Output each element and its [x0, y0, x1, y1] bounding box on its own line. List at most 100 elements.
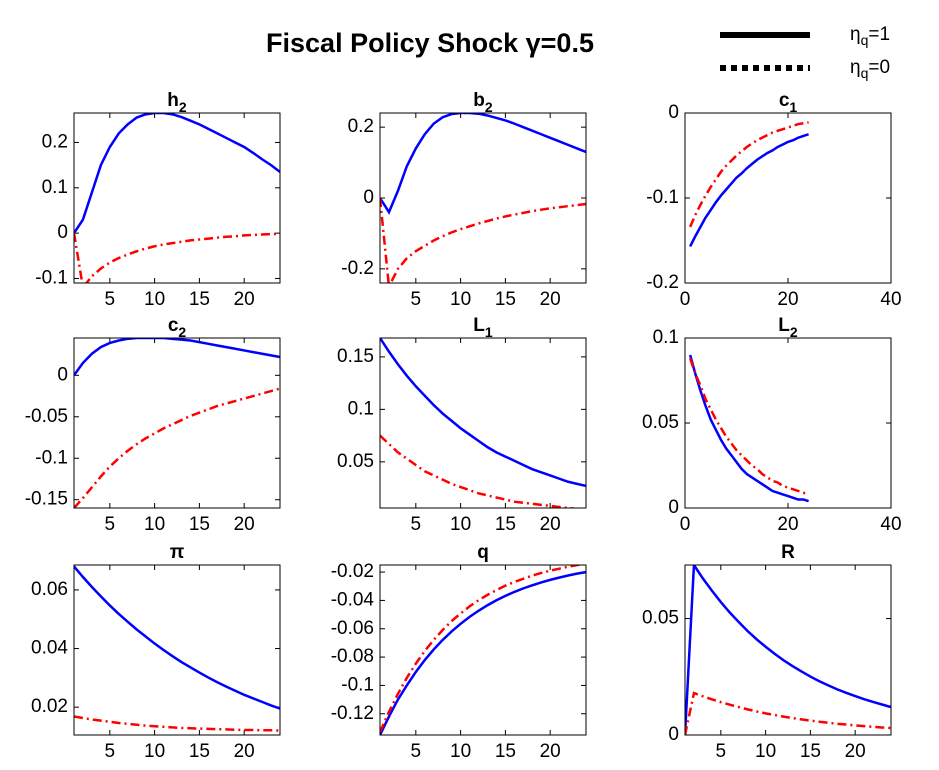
x-tick-label: 15 — [495, 289, 516, 310]
y-tick-label: 0 — [668, 724, 679, 745]
panel-title: L2 — [778, 315, 798, 340]
x-tick-label: 10 — [450, 289, 471, 310]
axes-box — [379, 564, 587, 736]
x-tick-label: 10 — [450, 741, 471, 762]
y-tick-label: 0.2 — [42, 131, 68, 152]
panel-title: L1 — [473, 315, 493, 340]
x-tick-label: 5 — [411, 741, 422, 762]
title-text: π — [170, 542, 185, 563]
series-line — [380, 565, 586, 733]
series-line — [74, 232, 280, 283]
panel: R 0 0.05 5 10 15 20 — [642, 542, 892, 762]
x-tick-label: 20 — [540, 514, 561, 535]
series-line — [74, 387, 280, 508]
title-text: R — [781, 542, 795, 563]
legend-suffix: =0 — [868, 57, 890, 78]
title-text: c — [168, 315, 179, 336]
title-text: b — [473, 90, 485, 111]
x-tick-label: 10 — [144, 741, 165, 762]
x-tick-label: 20 — [845, 741, 866, 762]
series-line — [74, 565, 280, 710]
x-tick-label: 15 — [800, 741, 821, 762]
x-tick-label: 40 — [880, 514, 901, 535]
title-subscript: 1 — [485, 324, 493, 340]
y-tick-label: -0.1 — [341, 674, 374, 695]
x-tick-label: 20 — [540, 741, 561, 762]
y-tick-label: -0.06 — [331, 618, 374, 639]
panel-title: h2 — [167, 90, 187, 115]
x-tick-label: 20 — [234, 289, 255, 310]
series-line — [685, 691, 891, 735]
legend-label: ηq=0 — [850, 57, 890, 81]
y-tick-label: 0.05 — [642, 412, 679, 433]
series-line — [74, 338, 280, 377]
y-tick-label: 0 — [668, 497, 679, 518]
x-tick-label: 0 — [680, 514, 691, 535]
series-line — [380, 434, 586, 508]
y-tick-label: 0.1 — [348, 398, 374, 419]
panel: h2 -0.1 0 0.1 0.2 5 10 15 20 — [35, 90, 281, 310]
title-text: c — [779, 90, 790, 111]
y-tick-label: 0.02 — [31, 696, 68, 717]
x-tick-label: 0 — [680, 289, 691, 310]
y-tick-label: -0.08 — [331, 646, 374, 667]
y-tick-label: 0.15 — [337, 346, 374, 367]
title-subscript: 2 — [178, 324, 186, 340]
x-tick-label: 10 — [755, 741, 776, 762]
x-tick-label: 15 — [495, 514, 516, 535]
panel: π 0.02 0.04 0.06 5 10 15 20 — [31, 542, 281, 762]
y-tick-label: 0.04 — [31, 638, 68, 659]
y-tick-label: 0.1 — [42, 177, 68, 198]
y-tick-label: 0.05 — [337, 451, 374, 472]
series-line — [380, 197, 586, 283]
legend-subscript: q — [861, 32, 869, 48]
y-tick-label: 0 — [668, 102, 679, 123]
axes-box — [684, 564, 892, 736]
series-line — [380, 570, 586, 735]
figure-title: Fiscal Policy Shock γ=0.5 — [266, 28, 594, 58]
panel-title: R — [781, 542, 795, 563]
x-tick-label: 5 — [105, 741, 116, 762]
panel: q -0.12 -0.1 -0.08 -0.06 -0.04 -0.02 5 10 15 20 — [331, 542, 587, 762]
x-tick-label: 20 — [777, 514, 798, 535]
y-tick-label: 0.05 — [642, 608, 679, 629]
y-tick-label: -0.02 — [331, 561, 374, 582]
x-tick-label: 20 — [540, 289, 561, 310]
y-tick-label: -0.2 — [646, 272, 679, 293]
y-tick-label: 0 — [57, 364, 68, 385]
axes-box — [379, 112, 587, 284]
legend-label: ηq=1 — [850, 24, 890, 48]
series-line — [74, 715, 280, 732]
y-tick-label: -0.15 — [25, 489, 68, 510]
y-tick-label: -0.04 — [331, 589, 375, 610]
title-text: L — [473, 315, 485, 336]
series-line — [380, 338, 586, 488]
y-tick-label: -0.1 — [646, 187, 679, 208]
panel-title: c1 — [779, 90, 798, 115]
panel-title: b2 — [473, 90, 493, 115]
x-tick-label: 15 — [189, 741, 210, 762]
axes-box — [684, 112, 892, 284]
panel: L1 0.05 0.1 0.15 5 10 15 20 — [337, 315, 587, 535]
x-tick-label: 15 — [495, 741, 516, 762]
panel: c1 -0.2 -0.1 0 0 20 40 — [646, 90, 901, 310]
legend-suffix: =1 — [868, 24, 890, 45]
series-line — [74, 113, 280, 234]
x-tick-label: 5 — [411, 514, 422, 535]
x-tick-label: 15 — [189, 514, 210, 535]
x-tick-label: 20 — [234, 741, 255, 762]
title-subscript: 1 — [789, 99, 797, 115]
series-line — [380, 113, 586, 215]
x-tick-label: 5 — [716, 741, 727, 762]
y-tick-label: -0.1 — [35, 267, 68, 288]
title-subscript: 2 — [485, 99, 493, 115]
title-text: q — [477, 542, 489, 563]
y-tick-label: -0.1 — [35, 447, 68, 468]
panel: L2 0 0.05 0.1 0 20 40 — [642, 315, 902, 535]
y-tick-label: 0.1 — [653, 327, 679, 348]
y-tick-label: 0 — [363, 187, 374, 208]
legend-symbol: η — [850, 24, 861, 45]
panel: c2 -0.15 -0.1 -0.05 0 5 10 15 20 — [25, 315, 281, 535]
axes-box — [684, 337, 892, 509]
